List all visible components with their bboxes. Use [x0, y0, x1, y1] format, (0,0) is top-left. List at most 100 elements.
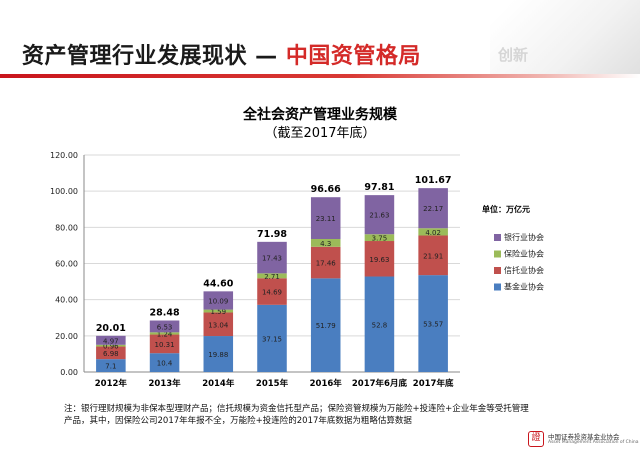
data-label: 4.02	[425, 229, 441, 237]
data-label: 19.88	[208, 351, 228, 359]
y-tick-label: 0.00	[60, 368, 78, 377]
bar-segment	[310, 246, 341, 279]
bar-segment	[96, 335, 126, 345]
data-label: 53.57	[423, 321, 443, 329]
y-tick-label: 60.00	[55, 260, 78, 269]
watermark-text: 创新	[497, 46, 528, 64]
bar-segment	[364, 276, 395, 372]
legend-label: 基金业协会	[504, 282, 544, 292]
y-tick-label: 80.00	[55, 223, 78, 232]
bar-segment	[364, 234, 395, 242]
y-tick-label: 100.00	[50, 187, 78, 196]
data-label: 21.63	[369, 212, 389, 220]
unit-label: 单位：万亿元	[482, 204, 530, 214]
data-label: 7.1	[105, 363, 116, 371]
bar-segment	[418, 228, 448, 236]
bar-segment	[149, 320, 180, 333]
y-tick-label: 40.00	[55, 296, 78, 305]
total-label: 71.98	[257, 229, 287, 240]
bar-segment	[203, 309, 234, 313]
total-label: 96.66	[311, 184, 341, 195]
data-label: 13.04	[208, 321, 229, 329]
slide-title: 资产管理行业发展现状 — 中国资管格局	[22, 38, 421, 72]
bar-segment	[96, 359, 126, 372]
data-label: 52.8	[372, 321, 388, 329]
bar-segment	[257, 273, 287, 279]
corner-decoration	[490, 0, 640, 74]
total-label: 44.60	[203, 278, 233, 289]
chart-title: 全社会资产管理业务规模	[243, 107, 397, 123]
footer-logo: 證 中国证券投资基金业协会 Asset Management Associati…	[528, 429, 640, 449]
footnote: 注：银行理财规模为非保本型理财产品；信托规模为资金信托型产品；保险资管规模为万能…	[64, 404, 529, 426]
data-label: 23.11	[316, 215, 336, 223]
data-label: 1.24	[157, 330, 173, 338]
data-label: 21.91	[423, 252, 443, 260]
legend-label: 保险业协会	[504, 249, 544, 259]
data-label: 0.96	[103, 343, 119, 351]
data-label: 6.53	[157, 323, 173, 331]
x-tick-label: 2015年	[256, 378, 289, 389]
bar-segment	[203, 312, 234, 337]
title-divider	[0, 74, 640, 78]
y-tick-label: 120.00	[50, 151, 78, 160]
bar-segment	[364, 195, 395, 235]
bar-segment	[310, 197, 341, 239]
bar-segment	[310, 278, 341, 372]
x-tick-label: 2017年底	[413, 378, 454, 389]
legend-label: 信托业协会	[504, 265, 544, 275]
bar-segment	[96, 344, 126, 347]
data-label: 17.46	[316, 260, 337, 268]
data-label: 14.69	[262, 289, 282, 297]
data-label: 4.3	[320, 240, 331, 248]
x-tick-label: 2017年6月底	[352, 378, 408, 389]
bar-segment	[257, 278, 287, 305]
stacked-bar-chart: 0.00 20.00 40.00 60.00 80.00 100.00 120.00 7.1 6…	[50, 151, 544, 389]
bar-segment	[149, 353, 180, 372]
bar-segment	[96, 346, 126, 360]
data-label: 17.43	[262, 255, 282, 263]
data-label: 22.17	[423, 205, 443, 213]
footer-org-en: Asset Management Association of China	[548, 440, 639, 445]
data-label: 10.09	[208, 297, 228, 305]
x-tick-label: 2014年	[202, 378, 235, 389]
bar-segment	[364, 241, 395, 277]
bar-segment	[203, 291, 234, 310]
seal-icon: 證	[528, 431, 544, 447]
bar-segment	[418, 275, 448, 372]
data-label: 10.4	[157, 360, 173, 368]
footer-org-cn: 中国证券投资基金业协会	[548, 433, 620, 441]
x-tick-label: 2016年	[310, 378, 343, 389]
slide-title-main: 资产管理行业发展现状 —	[22, 44, 278, 69]
bar-segment	[418, 188, 448, 229]
total-label: 20.01	[96, 323, 126, 334]
legend-swatch	[494, 283, 501, 291]
bar-segment	[257, 304, 287, 372]
y-tick-label: 20.00	[55, 332, 78, 341]
data-label: 3.75	[372, 235, 388, 243]
bar-segment	[310, 238, 341, 247]
data-label: 19.63	[369, 256, 389, 264]
total-label: 97.81	[364, 182, 394, 193]
data-label: 37.15	[262, 335, 282, 343]
bar-segment	[149, 332, 180, 335]
data-label: 6.98	[103, 350, 119, 358]
data-label: 1.59	[210, 308, 226, 316]
data-label: 2.71	[264, 273, 280, 281]
bar-segment	[257, 241, 287, 274]
data-label: 4.97	[103, 337, 119, 345]
total-label: 28.48	[150, 307, 180, 318]
legend-label: 银行业协会	[504, 232, 544, 242]
bar-segment	[203, 336, 234, 372]
total-label: 101.67	[415, 175, 452, 186]
data-label: 10.31	[155, 341, 175, 349]
bar-segment	[149, 334, 180, 354]
data-label: 51.79	[316, 322, 336, 330]
chart-subtitle: （截至2017年底）	[264, 126, 376, 141]
legend-swatch	[494, 267, 501, 274]
x-tick-label: 2012年	[95, 378, 128, 389]
bar-segment	[418, 235, 448, 276]
slide-title-accent: 中国资管格局	[285, 44, 421, 69]
legend-swatch	[494, 250, 501, 258]
x-tick-label: 2013年	[148, 378, 181, 389]
legend-swatch	[494, 234, 501, 241]
